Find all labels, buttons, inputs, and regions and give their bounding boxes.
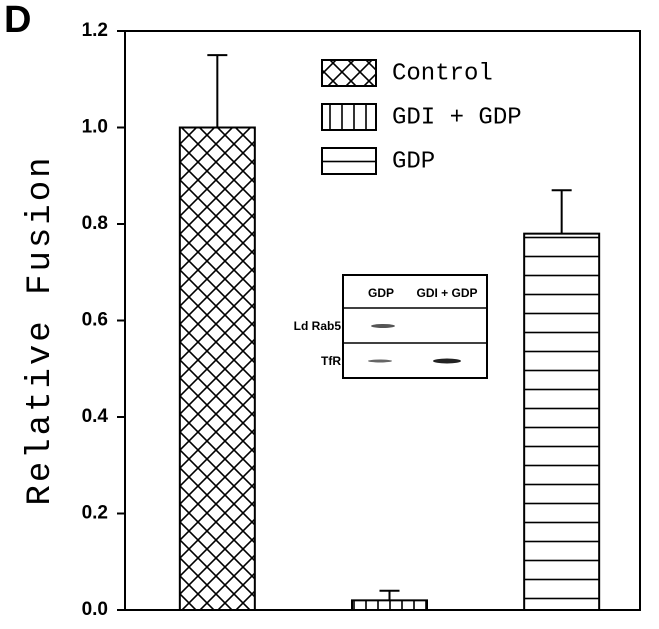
y-axis-label: Relative Fusion — [22, 154, 60, 505]
inset-column: GDP — [368, 286, 394, 300]
y-tick-label: 0.0 — [82, 599, 108, 620]
y-tick-label: 1.2 — [82, 20, 108, 41]
legend-label: GDI + GDP — [392, 104, 522, 131]
legend-label: Control — [392, 60, 493, 87]
panel-label: D — [4, 0, 31, 41]
bar — [351, 599, 428, 611]
inset-column: GDI + GDP — [416, 286, 477, 300]
inset: GDP GDI + GDP Ld Rab5 TfR — [294, 274, 488, 379]
bar — [178, 126, 256, 611]
inset-frame — [342, 274, 488, 379]
inset-row: Ld Rab5 — [294, 319, 342, 333]
legend-label: GDP — [392, 148, 435, 175]
bar — [523, 232, 601, 611]
y-tick-label: 0.8 — [82, 213, 108, 234]
y-tick-label: 0.2 — [82, 503, 108, 524]
blot-band — [371, 324, 395, 328]
y-tick-label: 0.6 — [82, 310, 108, 331]
legend-swatch — [321, 59, 377, 87]
legend-swatch — [321, 147, 377, 175]
blot-band — [368, 359, 392, 363]
blot-band — [433, 358, 461, 364]
y-tick-label: 0.4 — [82, 406, 109, 427]
y-tick-label: 1.0 — [82, 117, 108, 138]
legend-swatch — [321, 103, 377, 131]
inset-row: TfR — [321, 354, 341, 368]
